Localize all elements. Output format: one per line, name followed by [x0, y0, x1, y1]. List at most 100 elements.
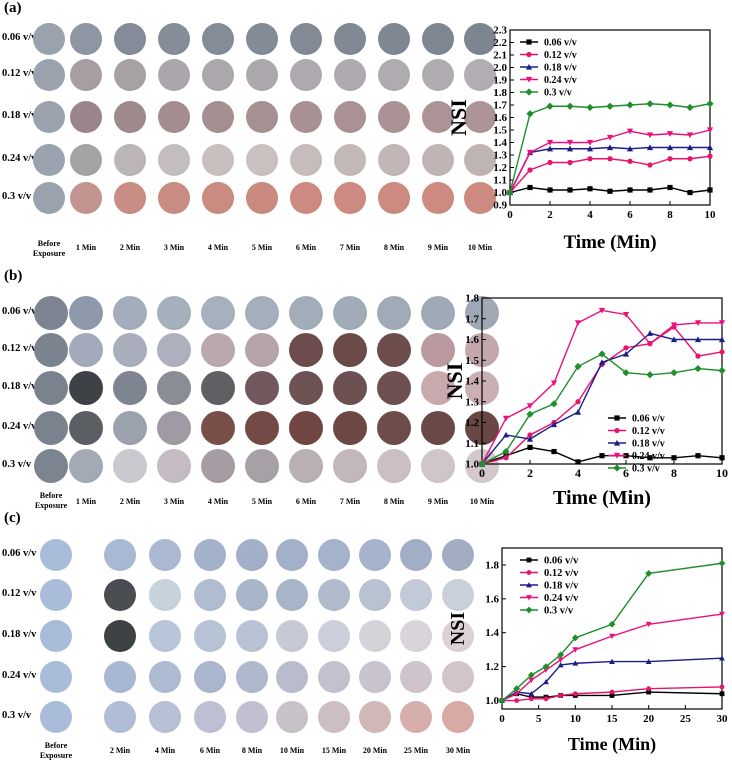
- data-point: [575, 399, 581, 405]
- data-point: [646, 330, 654, 336]
- data-point: [567, 187, 573, 193]
- data-point: [627, 187, 633, 193]
- film-sample: [378, 23, 410, 55]
- series-line: [481, 353, 723, 465]
- data-point: [598, 359, 606, 365]
- film-sample: [69, 449, 103, 483]
- before-exposure-sample: [40, 579, 72, 611]
- film-sample: [202, 59, 234, 91]
- film-sample: [290, 59, 322, 91]
- film-sample: [333, 411, 367, 445]
- data-point: [718, 367, 726, 375]
- legend-label: 0.24 v/v: [632, 451, 665, 462]
- data-point: [572, 647, 579, 653]
- film-sample: [236, 661, 268, 693]
- data-point: [527, 184, 533, 191]
- data-point: [527, 444, 533, 450]
- x-tick-label: 25: [680, 713, 692, 725]
- data-point: [587, 186, 593, 192]
- x-tick-label: 6: [623, 466, 629, 480]
- column-label: 8 Min: [241, 746, 263, 755]
- row-label: 0.18 v/v: [2, 629, 37, 640]
- data-point: [546, 145, 554, 152]
- series-line: [502, 686, 723, 702]
- data-point: [557, 651, 565, 659]
- film-sample: [158, 59, 190, 91]
- film-sample: [236, 539, 268, 571]
- data-point: [526, 149, 534, 156]
- x-tick-label: 10: [570, 713, 582, 725]
- data-point: [647, 341, 653, 347]
- data-point: [687, 189, 693, 196]
- film-sample: [334, 23, 366, 55]
- film-sample: [378, 182, 410, 214]
- data-point: [666, 144, 674, 151]
- film-sample: [290, 101, 322, 133]
- film-sample: [377, 411, 411, 445]
- data-point: [645, 621, 652, 628]
- film-sample: [465, 296, 499, 330]
- data-point: [550, 421, 558, 428]
- legend-label: 0.24 v/v: [544, 75, 577, 86]
- data-point: [502, 431, 510, 438]
- data-point: [506, 188, 514, 197]
- y-tick-label: 2.1: [493, 50, 507, 62]
- film-sample: [149, 579, 181, 611]
- film-sample: [201, 333, 235, 367]
- film-sample: [318, 620, 350, 652]
- data-point: [647, 455, 653, 461]
- data-point: [513, 685, 521, 693]
- film-sample: [276, 579, 308, 611]
- film-sample: [421, 296, 455, 330]
- y-tick-label: 1.7: [493, 100, 507, 112]
- film-sample: [245, 371, 279, 405]
- film-sample: [378, 59, 410, 91]
- row-label: 0.12 v/v: [2, 343, 37, 354]
- film-sample: [157, 333, 191, 367]
- data-point: [514, 691, 520, 697]
- film-sample: [113, 449, 147, 483]
- data-point: [719, 655, 725, 661]
- data-point: [502, 415, 510, 422]
- row-label: 0.12 v/v: [2, 588, 37, 599]
- film-sample: [289, 371, 323, 405]
- legend-label: 0.24 v/v: [544, 593, 579, 604]
- row-label: 0.3 v/v: [2, 459, 32, 470]
- before-exposure-sample: [40, 701, 72, 733]
- film-sample: [69, 333, 103, 367]
- column-label: 25 Min: [403, 746, 429, 755]
- data-point: [613, 452, 621, 459]
- panel-b-label: (b): [4, 268, 23, 284]
- column-label: 1 Min: [75, 243, 97, 252]
- data-point: [543, 678, 549, 685]
- data-point: [526, 436, 534, 442]
- x-tick-label: 15: [607, 713, 619, 725]
- data-point: [647, 162, 653, 168]
- data-point: [646, 341, 654, 347]
- data-point: [499, 698, 505, 704]
- y-tick-label: 1.6: [485, 593, 499, 605]
- before-exposure-sample: [33, 144, 65, 176]
- y-tick-label: 1.2: [485, 661, 499, 673]
- film-sample: [400, 661, 432, 693]
- plot-frame: [501, 547, 723, 710]
- data-point: [646, 689, 652, 695]
- data-point: [557, 662, 564, 668]
- data-point: [526, 403, 534, 409]
- column-label: 9 Min: [427, 497, 449, 506]
- column-label: 2 Min: [109, 746, 131, 755]
- series-line: [509, 129, 711, 193]
- film-sample: [104, 539, 136, 571]
- film-sample: [276, 661, 308, 693]
- film-sample: [378, 101, 410, 133]
- data-point: [527, 432, 533, 438]
- series-line: [481, 309, 722, 465]
- legend-label: 0.12 v/v: [544, 50, 577, 61]
- column-label: 5 Min: [251, 497, 273, 506]
- film-sample: [378, 144, 410, 176]
- film-sample: [157, 449, 191, 483]
- legend-label: 0.12 v/v: [544, 568, 579, 579]
- y-tick-label: 1.8: [493, 87, 507, 99]
- film-sample: [289, 333, 323, 367]
- data-point: [622, 369, 630, 377]
